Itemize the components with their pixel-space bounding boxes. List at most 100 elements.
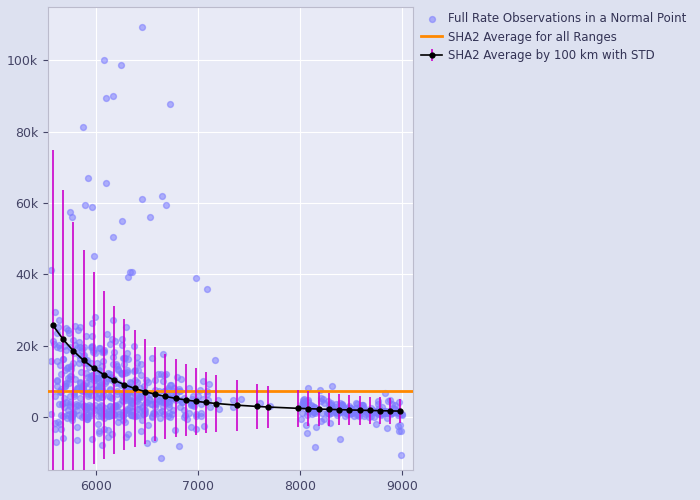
Full Rate Observations in a Normal Point <box>50 425 61 433</box>
Full Rate Observations in a Normal Point <box>78 402 89 410</box>
Full Rate Observations in a Normal Point <box>111 390 122 398</box>
Full Rate Observations in a Normal Point <box>330 400 342 408</box>
Full Rate Observations in a Normal Point <box>384 409 395 417</box>
Full Rate Observations in a Normal Point <box>94 381 105 389</box>
Full Rate Observations in a Normal Point <box>333 406 344 413</box>
Full Rate Observations in a Normal Point <box>133 400 144 408</box>
Full Rate Observations in a Normal Point <box>383 397 394 405</box>
Full Rate Observations in a Normal Point <box>98 407 109 415</box>
Full Rate Observations in a Normal Point <box>86 410 97 418</box>
Full Rate Observations in a Normal Point <box>97 347 108 355</box>
Full Rate Observations in a Normal Point <box>235 394 246 402</box>
Full Rate Observations in a Normal Point <box>393 407 404 415</box>
Full Rate Observations in a Normal Point <box>116 340 127 348</box>
Full Rate Observations in a Normal Point <box>110 380 121 388</box>
Full Rate Observations in a Normal Point <box>64 402 76 410</box>
Full Rate Observations in a Normal Point <box>356 401 368 409</box>
Full Rate Observations in a Normal Point <box>51 382 62 390</box>
Full Rate Observations in a Normal Point <box>152 370 163 378</box>
Full Rate Observations in a Normal Point <box>104 393 116 401</box>
Full Rate Observations in a Normal Point <box>198 422 209 430</box>
Full Rate Observations in a Normal Point <box>392 408 403 416</box>
Full Rate Observations in a Normal Point <box>396 411 407 419</box>
Full Rate Observations in a Normal Point <box>300 398 311 406</box>
Full Rate Observations in a Normal Point <box>334 408 345 416</box>
Full Rate Observations in a Normal Point <box>386 410 397 418</box>
Full Rate Observations in a Normal Point <box>119 390 130 398</box>
Full Rate Observations in a Normal Point <box>83 392 94 400</box>
Full Rate Observations in a Normal Point <box>103 426 114 434</box>
Full Rate Observations in a Normal Point <box>111 360 122 368</box>
Full Rate Observations in a Normal Point <box>147 410 158 418</box>
Full Rate Observations in a Normal Point <box>67 410 78 418</box>
Full Rate Observations in a Normal Point <box>162 412 174 420</box>
Full Rate Observations in a Normal Point <box>144 212 155 220</box>
Full Rate Observations in a Normal Point <box>146 412 158 420</box>
Full Rate Observations in a Normal Point <box>209 356 220 364</box>
Full Rate Observations in a Normal Point <box>45 356 56 364</box>
Full Rate Observations in a Normal Point <box>318 399 329 407</box>
Full Rate Observations in a Normal Point <box>156 398 167 406</box>
Full Rate Observations in a Normal Point <box>57 400 68 408</box>
Full Rate Observations in a Normal Point <box>74 355 85 363</box>
Full Rate Observations in a Normal Point <box>307 408 318 416</box>
Full Rate Observations in a Normal Point <box>106 374 117 382</box>
Full Rate Observations in a Normal Point <box>324 406 335 413</box>
Full Rate Observations in a Normal Point <box>202 388 213 396</box>
Full Rate Observations in a Normal Point <box>126 407 137 415</box>
Full Rate Observations in a Normal Point <box>375 410 386 418</box>
Full Rate Observations in a Normal Point <box>386 410 397 418</box>
Full Rate Observations in a Normal Point <box>69 349 80 357</box>
Full Rate Observations in a Normal Point <box>128 412 139 420</box>
Full Rate Observations in a Normal Point <box>116 396 127 404</box>
Full Rate Observations in a Normal Point <box>119 386 130 394</box>
Full Rate Observations in a Normal Point <box>297 401 308 409</box>
Full Rate Observations in a Normal Point <box>128 366 139 374</box>
Full Rate Observations in a Normal Point <box>302 406 314 414</box>
Full Rate Observations in a Normal Point <box>326 399 337 407</box>
Full Rate Observations in a Normal Point <box>122 390 133 398</box>
Full Rate Observations in a Normal Point <box>358 406 370 414</box>
Full Rate Observations in a Normal Point <box>176 398 188 406</box>
Full Rate Observations in a Normal Point <box>64 398 76 406</box>
Full Rate Observations in a Normal Point <box>178 412 189 420</box>
Full Rate Observations in a Normal Point <box>334 400 345 407</box>
Full Rate Observations in a Normal Point <box>92 384 104 392</box>
Full Rate Observations in a Normal Point <box>77 352 88 360</box>
Full Rate Observations in a Normal Point <box>167 410 178 418</box>
Full Rate Observations in a Normal Point <box>151 396 162 404</box>
Full Rate Observations in a Normal Point <box>74 378 85 386</box>
Full Rate Observations in a Normal Point <box>125 396 136 404</box>
Full Rate Observations in a Normal Point <box>76 412 88 420</box>
Full Rate Observations in a Normal Point <box>172 374 183 382</box>
Full Rate Observations in a Normal Point <box>342 405 353 413</box>
Full Rate Observations in a Normal Point <box>66 413 78 421</box>
Full Rate Observations in a Normal Point <box>55 388 66 396</box>
Full Rate Observations in a Normal Point <box>92 393 103 401</box>
Full Rate Observations in a Normal Point <box>389 406 400 413</box>
Full Rate Observations in a Normal Point <box>97 390 108 398</box>
Full Rate Observations in a Normal Point <box>381 414 392 422</box>
Full Rate Observations in a Normal Point <box>164 100 176 108</box>
Full Rate Observations in a Normal Point <box>93 378 104 386</box>
Full Rate Observations in a Normal Point <box>105 386 116 394</box>
Full Rate Observations in a Normal Point <box>96 386 107 394</box>
Full Rate Observations in a Normal Point <box>60 382 71 390</box>
Full Rate Observations in a Normal Point <box>349 408 360 416</box>
Full Rate Observations in a Normal Point <box>108 374 120 382</box>
Full Rate Observations in a Normal Point <box>157 350 168 358</box>
Full Rate Observations in a Normal Point <box>298 396 309 404</box>
Full Rate Observations in a Normal Point <box>50 418 61 426</box>
Full Rate Observations in a Normal Point <box>116 370 127 378</box>
Full Rate Observations in a Normal Point <box>108 410 120 418</box>
Full Rate Observations in a Normal Point <box>104 402 116 410</box>
Full Rate Observations in a Normal Point <box>90 386 101 394</box>
Full Rate Observations in a Normal Point <box>340 404 351 412</box>
Full Rate Observations in a Normal Point <box>55 384 66 392</box>
Full Rate Observations in a Normal Point <box>162 386 173 394</box>
Full Rate Observations in a Normal Point <box>120 396 131 404</box>
Full Rate Observations in a Normal Point <box>128 389 139 397</box>
Full Rate Observations in a Normal Point <box>95 409 106 417</box>
Full Rate Observations in a Normal Point <box>388 408 399 416</box>
Full Rate Observations in a Normal Point <box>118 412 129 420</box>
